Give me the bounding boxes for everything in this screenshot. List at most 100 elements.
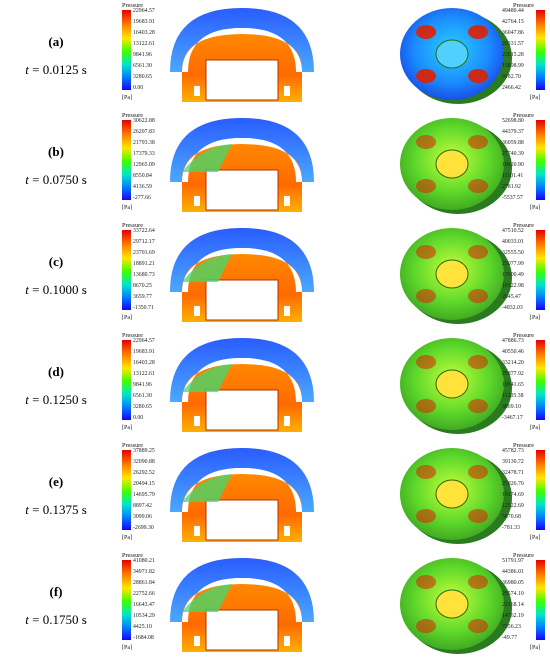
- right-scale-tick: 25826.70: [502, 481, 524, 487]
- cross-section-plot: [170, 118, 314, 212]
- rotor-hole: [468, 575, 488, 589]
- left-scale-tick: 21793.38: [133, 140, 155, 146]
- slot: [284, 196, 290, 206]
- right-scale-tick: 33214.20: [502, 360, 524, 366]
- right-scale-tick: 32478.71: [502, 470, 524, 476]
- rotor-hole: [468, 509, 488, 523]
- left-scale-tick: 19683.91: [133, 349, 155, 355]
- slot: [194, 306, 200, 316]
- outer-arch: [170, 8, 314, 72]
- left-scale-unit: [Pa]: [122, 425, 132, 431]
- outer-arch: [170, 228, 314, 292]
- right-scale-tick: -3467.17: [502, 415, 523, 421]
- cross-section-plot: [170, 558, 314, 652]
- right-scale-title: Pressure: [513, 2, 534, 9]
- left-scale-tick: 10534.29: [133, 613, 155, 619]
- time-value: = 0.1000 s: [28, 282, 87, 297]
- time-value: = 0.1375 s: [28, 502, 87, 517]
- left-scale-tick: 9841.96: [133, 382, 152, 388]
- result-row: (e) t = 0.1375 s Pressure 37889.25 32090.88 2…: [0, 442, 550, 550]
- time-value: = 0.1250 s: [28, 392, 87, 407]
- right-colorbar: [536, 120, 545, 200]
- rotor-3d-plot: [400, 228, 512, 324]
- left-scale-tick: 32090.88: [133, 459, 155, 465]
- right-scale-tick: 39130.72: [502, 459, 524, 465]
- left-scale-tick: -277.66: [133, 195, 151, 201]
- right-scale-unit: [Pa]: [530, 645, 540, 651]
- left-scale-tick: 6561.30: [133, 63, 152, 69]
- right-scale-tick: -5537.57: [502, 195, 523, 201]
- right-scale-title: Pressure: [513, 552, 534, 559]
- left-colorbar: [122, 450, 131, 530]
- right-scale-tick: 11205.38: [502, 393, 524, 399]
- outer-arch: [170, 558, 314, 622]
- right-scale-tick: 19420.90: [502, 162, 524, 168]
- right-scale-title: Pressure: [513, 332, 534, 339]
- left-scale-unit: [Pa]: [122, 95, 132, 101]
- right-scale-unit: [Pa]: [530, 535, 540, 541]
- right-scale-tick: 2781.92: [502, 184, 521, 190]
- row-label: (b) t = 0.0750 s: [0, 144, 112, 188]
- right-scale-unit: [Pa]: [530, 205, 540, 211]
- row-label: (d) t = 0.1250 s: [0, 364, 112, 408]
- right-scale-tick: 19174.69: [502, 492, 524, 498]
- row-label: (f) t = 0.1750 s: [0, 584, 112, 628]
- right-scale-tick: 18541.65: [502, 382, 524, 388]
- left-scale-tick: 12965.09: [133, 162, 155, 168]
- left-scale-tick: 8670.25: [133, 283, 152, 289]
- right-colorbar: [536, 340, 545, 420]
- right-scale-tick: 29574.10: [502, 591, 524, 597]
- time-value: = 0.0125 s: [28, 62, 87, 77]
- slot: [194, 196, 200, 206]
- panel-letter: (c): [48, 254, 64, 269]
- rotor-hole: [468, 465, 488, 479]
- rotor-hole: [468, 245, 488, 259]
- cross-section-plot: [170, 338, 314, 432]
- left-scale-tick: 26292.52: [133, 470, 155, 476]
- cavity: [205, 609, 279, 651]
- left-colorbar: [122, 10, 131, 90]
- right-scale-title: Pressure: [513, 222, 534, 229]
- slot: [194, 86, 200, 96]
- right-scale-tick: 52698.80: [502, 118, 524, 124]
- right-colorbar: [536, 450, 545, 530]
- time-label: t = 0.1375 s: [0, 502, 112, 518]
- right-scale-tick: 5870.68: [502, 514, 521, 520]
- right-scale-tick: 36047.86: [502, 30, 524, 36]
- left-scale-tick: 8550.84: [133, 173, 152, 179]
- left-scale-tick: 4425.10: [133, 624, 152, 630]
- left-scale-tick: 30622.88: [133, 118, 155, 124]
- cross-section-plot: [170, 8, 314, 102]
- rotor-hole: [416, 355, 436, 369]
- right-scale-tick: 2466.42: [502, 85, 521, 91]
- outer-arch: [170, 448, 314, 512]
- left-scale-tick: 34971.82: [133, 569, 155, 575]
- right-colorbar: [536, 10, 545, 90]
- rotor-hole: [416, 619, 436, 633]
- time-label: t = 0.1250 s: [0, 392, 112, 408]
- right-scale-tick: 40550.46: [502, 349, 524, 355]
- left-scale-tick: 3280.65: [133, 74, 152, 80]
- right-scale-tick: 14762.19: [502, 613, 524, 619]
- left-scale-tick: -1684.08: [133, 635, 154, 641]
- right-scale-tick: 25077.99: [502, 261, 524, 267]
- left-scale-title: Pressure: [122, 112, 143, 119]
- low-pressure-zone: [182, 254, 232, 282]
- result-row: (d) t = 0.1250 s Pressure 22964.57 19683.91 1…: [0, 332, 550, 440]
- left-scale-tick: 33722.64: [133, 228, 155, 234]
- left-scale-tick: 22964.57: [133, 8, 155, 14]
- left-scale-tick: 9841.96: [133, 52, 152, 58]
- left-scale-tick: 4136.59: [133, 184, 152, 190]
- right-scale-tick: 44379.37: [502, 129, 524, 135]
- right-scale-tick: 10122.98: [502, 283, 524, 289]
- rotor-hub: [435, 589, 469, 619]
- left-scale-tick: 6561.30: [133, 393, 152, 399]
- time-label: t = 0.0750 s: [0, 172, 112, 188]
- rotor-hub: [435, 369, 469, 399]
- rotor-hole: [468, 69, 488, 83]
- slot: [284, 526, 290, 536]
- right-colorbar: [536, 230, 545, 310]
- rotor-hole: [416, 465, 436, 479]
- panel-letter: (a): [48, 34, 64, 49]
- left-scale-tick: 0.00: [133, 415, 144, 421]
